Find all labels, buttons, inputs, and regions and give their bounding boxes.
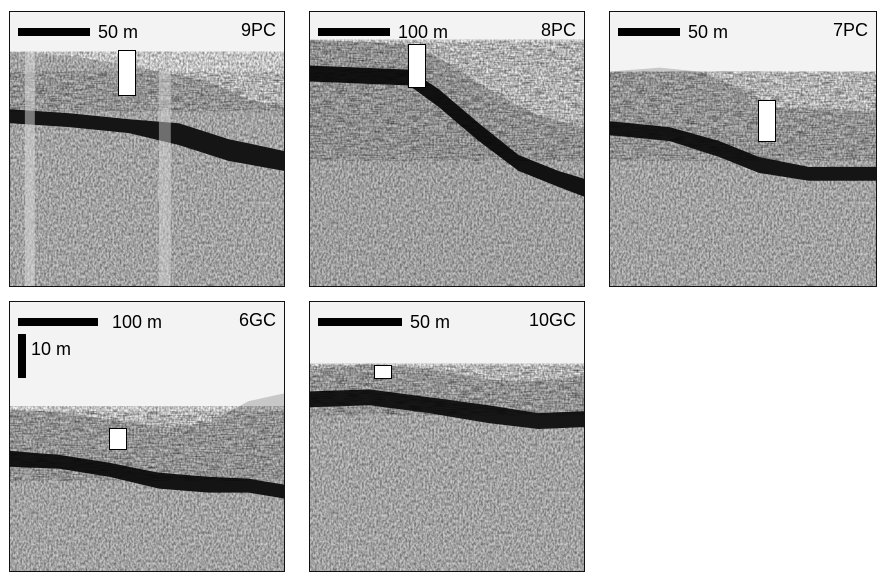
site-label: 9PC bbox=[240, 20, 276, 40]
core-location-marker bbox=[758, 100, 776, 142]
seismic-profile-image bbox=[610, 67, 876, 286]
scale-bar bbox=[618, 28, 680, 36]
site-label: 10GC bbox=[528, 310, 576, 330]
profile-panel-6gc: 100 m 6GC 10 m bbox=[9, 301, 285, 572]
horizontal-scale: 100 m bbox=[18, 313, 162, 331]
seismic-profile-image bbox=[310, 363, 584, 571]
scale-bar bbox=[18, 28, 90, 36]
profile-panel-9pc: 50 m 9PC bbox=[9, 11, 285, 287]
site-label: 6GC bbox=[238, 310, 276, 330]
profile-panel-7pc: 50 m 7PC bbox=[609, 11, 877, 287]
core-location-marker bbox=[118, 50, 136, 96]
horizontal-scale: 100 m bbox=[318, 23, 448, 41]
core-location-marker bbox=[109, 428, 127, 450]
core-location-marker bbox=[408, 44, 426, 88]
scale-label: 100 m bbox=[398, 22, 449, 42]
scale-bar bbox=[318, 318, 402, 326]
core-location-marker bbox=[374, 365, 392, 379]
vertical-scale-bar bbox=[18, 334, 26, 378]
vertical-scale-label: 10 m bbox=[31, 338, 72, 359]
seismic-profile-image bbox=[10, 51, 284, 286]
profile-panel-10gc: 50 m 10GC bbox=[309, 301, 585, 572]
scale-label: 50 m bbox=[410, 312, 451, 332]
scale-bar bbox=[18, 318, 98, 326]
scale-label: 50 m bbox=[98, 22, 139, 42]
scale-label: 50 m bbox=[688, 22, 729, 42]
site-label: 8PC bbox=[540, 20, 576, 40]
seismic-profile-image bbox=[310, 39, 584, 286]
profile-panel-8pc: 100 m 8PC bbox=[309, 11, 585, 287]
vertical-scale: 10 m bbox=[18, 334, 71, 378]
seismic-profile-image bbox=[10, 393, 284, 571]
horizontal-scale: 50 m bbox=[18, 23, 138, 41]
scale-label: 100 m bbox=[112, 312, 163, 332]
scale-bar bbox=[318, 28, 390, 36]
site-label: 7PC bbox=[832, 20, 868, 40]
horizontal-scale: 50 m bbox=[618, 23, 728, 41]
horizontal-scale: 50 m bbox=[318, 313, 450, 331]
